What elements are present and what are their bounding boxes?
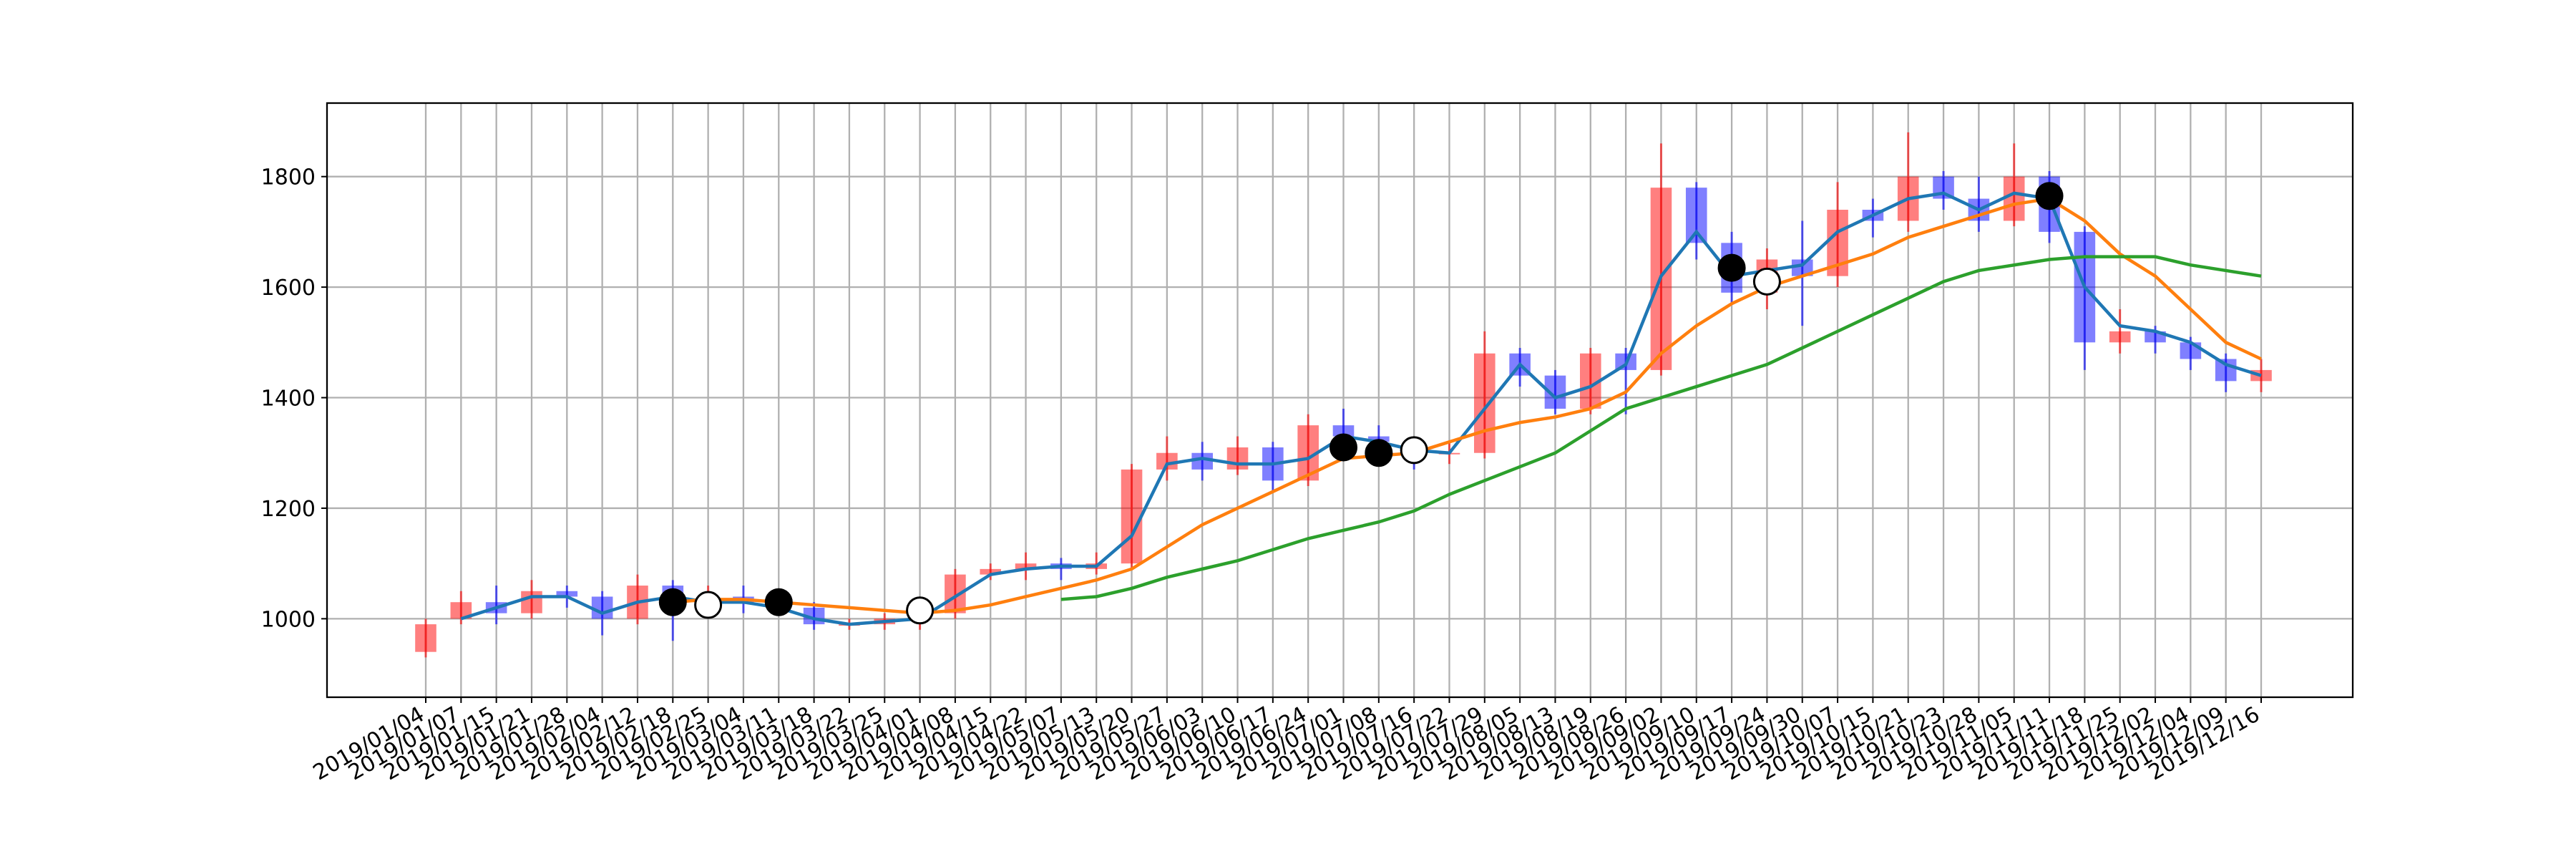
signal-marker [764, 588, 793, 616]
candle-body [2215, 359, 2237, 382]
signal-marker [1400, 436, 1428, 465]
y-tick-label: 1200 [261, 497, 316, 522]
candle-body [521, 591, 542, 613]
candle-body [1191, 452, 1213, 470]
ma-line [460, 191, 2262, 626]
ma-line [1060, 255, 2262, 601]
candle-body [2180, 342, 2202, 359]
signal-marker [658, 588, 687, 616]
y-tick-label: 1000 [261, 607, 316, 632]
signal-marker [906, 596, 935, 625]
y-tick-label: 1600 [261, 276, 316, 301]
candle-body [556, 591, 578, 597]
candle-body [980, 568, 1002, 575]
plot-frame [326, 102, 2354, 699]
y-tick-label: 1800 [261, 165, 316, 190]
signal-marker [1330, 433, 1357, 462]
candle-body [1121, 469, 1143, 564]
candle-body [1791, 259, 1813, 276]
signal-marker [1365, 439, 1393, 467]
signal-marker [1717, 253, 1746, 282]
candle-body [2109, 331, 2131, 343]
y-tick-label: 1400 [261, 387, 316, 412]
candle-body [1156, 452, 1178, 470]
ma-line [673, 197, 2262, 615]
candle-body [415, 624, 436, 652]
signal-marker [2035, 182, 2064, 210]
signal-marker [1752, 267, 1781, 296]
signal-marker [694, 591, 723, 619]
candle-body [1474, 353, 1496, 453]
candle-body [1685, 188, 1707, 243]
candle-body [1226, 447, 1249, 470]
candle-body [1332, 425, 1355, 437]
candle-body [450, 602, 472, 619]
candle-body [591, 596, 613, 619]
candle-body [2003, 176, 2025, 221]
candle-body [1015, 563, 1037, 569]
